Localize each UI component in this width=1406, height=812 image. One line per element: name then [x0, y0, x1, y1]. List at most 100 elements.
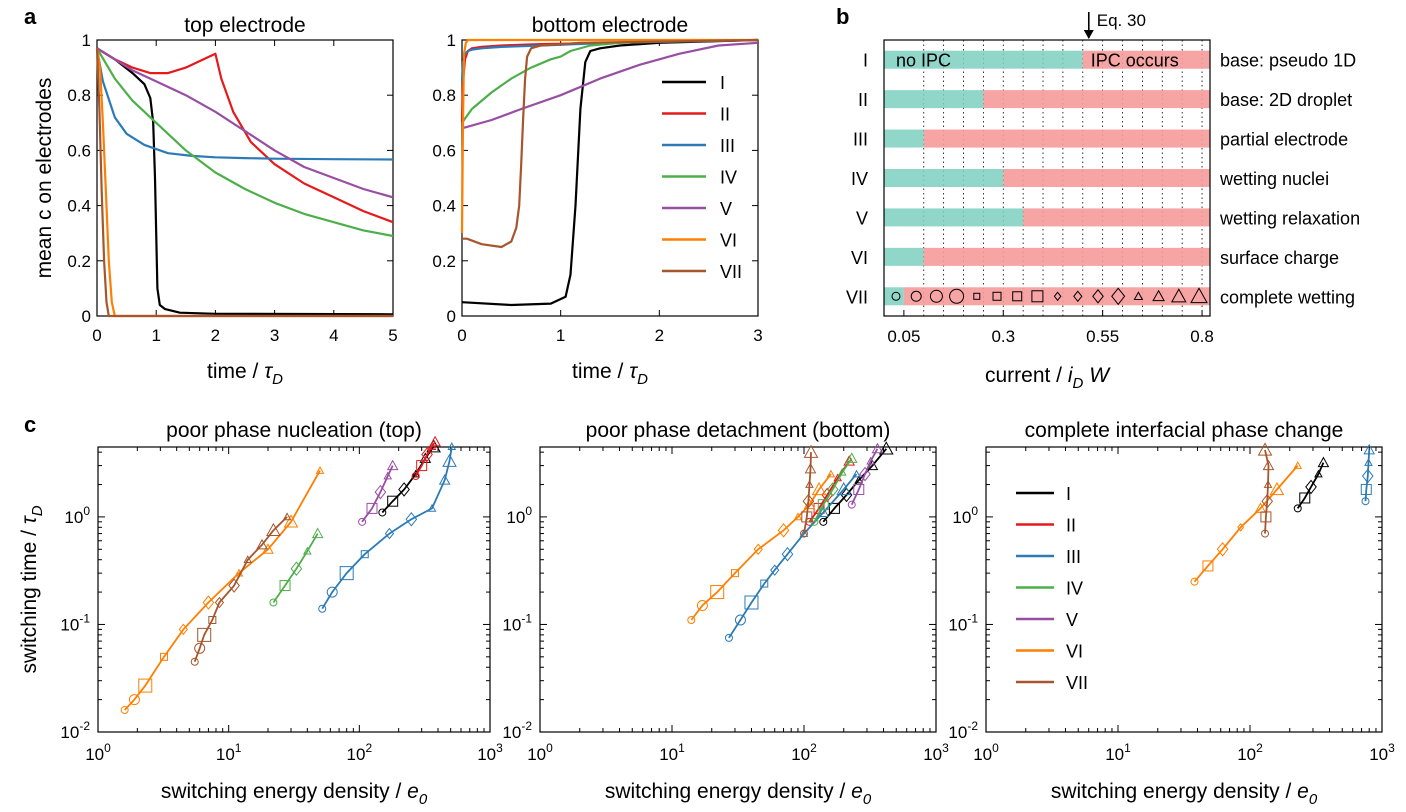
- x-axis-label: time / τD: [572, 360, 648, 388]
- x-tick-base: 10: [1369, 745, 1388, 764]
- data-point: [366, 502, 378, 514]
- data-point: [194, 642, 206, 654]
- row-label-VI: VI: [851, 248, 868, 268]
- data-point: [411, 472, 420, 481]
- data-point: [1263, 480, 1273, 488]
- x-axis-label-sym: i: [1068, 364, 1074, 387]
- data-point: [803, 444, 819, 458]
- y-axis-label-pre: switching time /: [18, 524, 41, 673]
- plot-frame: [883, 39, 1211, 317]
- y-tick-label: 0.4: [67, 197, 91, 216]
- series-line-V: [96, 47, 394, 199]
- x-tick-label: 100: [527, 741, 553, 764]
- row-label-IV: IV: [851, 169, 868, 189]
- chart-title: complete interfacial phase change: [1025, 419, 1344, 442]
- data-point: [386, 459, 399, 471]
- data-point: [1257, 442, 1273, 456]
- data-point: [817, 506, 830, 517]
- series-line-I: [461, 38, 759, 307]
- series-line-III: [728, 473, 858, 639]
- y-tick-label: 0: [447, 307, 456, 326]
- data-point: [730, 569, 739, 578]
- marker-diamond: [1053, 291, 1062, 302]
- ipc-label: IPC occurs: [1091, 51, 1179, 71]
- data-point: [1363, 443, 1376, 455]
- data-point: [315, 465, 325, 474]
- row-desc-I: base: pseudo 1D: [1220, 51, 1356, 71]
- x-tick-base: 10: [923, 745, 942, 764]
- series-line-II: [96, 47, 394, 224]
- data-point: [828, 502, 840, 514]
- series-line-VII: [1264, 449, 1270, 534]
- series-line-VI: [1193, 465, 1299, 583]
- data-point: [1293, 504, 1302, 513]
- y-tick-base: 10: [502, 723, 521, 742]
- x-tick-exp: 2: [810, 741, 817, 755]
- data-point: [378, 508, 387, 517]
- y-tick-exp: -2: [79, 719, 90, 733]
- x-tick-label: 2: [211, 326, 220, 345]
- x-axis-label-sym: e: [1297, 780, 1309, 803]
- data-point: [803, 498, 816, 510]
- data-point: [269, 598, 278, 607]
- x-axis-label-sym: τ: [629, 360, 638, 383]
- x-tick-base: 10: [973, 745, 992, 764]
- y-tick-base: 10: [506, 508, 525, 527]
- data-point: [840, 487, 853, 503]
- legend-label-VII: VII: [1066, 673, 1088, 693]
- chart-a_bottom: 0 1 2 3 0 0.2 0.4 0.6 0.8 1 bottom electrode time /…: [432, 14, 762, 388]
- bar-no-ipc-I: [884, 50, 1083, 69]
- series-line-I: [96, 47, 394, 316]
- y-axis-label-sub: D: [29, 505, 46, 516]
- data-point: [760, 579, 769, 588]
- data-point: [878, 441, 894, 455]
- y-tick-base: 10: [948, 723, 967, 742]
- series-line-IV: [813, 457, 853, 523]
- data-point: [1360, 483, 1372, 495]
- x-tick-exp: 2: [1256, 741, 1263, 755]
- data-point: [202, 595, 215, 610]
- data-point: [318, 604, 327, 613]
- y-axis-label: switching time / τD: [18, 505, 46, 673]
- data-point: [1237, 523, 1245, 532]
- data-point: [866, 456, 876, 465]
- bar-ipc-II: [983, 90, 1210, 109]
- data-point: [777, 523, 790, 538]
- series-line-VII: [462, 38, 759, 249]
- x-tick-label: 0: [457, 326, 466, 345]
- x-axis-label-pre: current /: [985, 364, 1068, 387]
- plot-frame: [985, 446, 1383, 733]
- data-point: [1314, 469, 1323, 478]
- x-tick-label: 100: [973, 741, 999, 764]
- data-point: [228, 578, 240, 593]
- x-tick-exp: 3: [496, 741, 503, 755]
- series-line-VI: [460, 38, 758, 234]
- bar-ipc-IV: [1003, 169, 1210, 187]
- legend-label-II: II: [1066, 516, 1076, 536]
- data-point: [837, 467, 847, 476]
- row-desc-II: base: 2D droplet: [1220, 90, 1352, 110]
- x-tick-label: 101: [1105, 741, 1131, 764]
- data-point: [845, 452, 858, 463]
- y-tick-base: 10: [502, 615, 521, 634]
- x-tick-label: 0: [92, 326, 101, 345]
- series-line-III: [95, 48, 394, 161]
- arrow-label: Eq. 30: [1097, 11, 1146, 30]
- data-point: [871, 442, 884, 454]
- data-point: [374, 484, 387, 500]
- y-tick-label: 0.2: [67, 252, 91, 271]
- series-line-V: [461, 41, 759, 130]
- bar-ipc-I: [1082, 50, 1210, 69]
- row-label-I: I: [863, 51, 868, 71]
- data-point: [360, 550, 369, 559]
- data-point: [1260, 511, 1272, 523]
- legend-label-V: V: [720, 199, 732, 219]
- marker-square: [973, 292, 981, 300]
- data-point: [847, 500, 856, 509]
- data-point: [427, 503, 437, 512]
- x-tick-label: 0.3: [991, 327, 1015, 346]
- data-point: [826, 469, 836, 478]
- x-tick-base: 10: [347, 745, 366, 764]
- y-tick-label: 100: [64, 504, 90, 527]
